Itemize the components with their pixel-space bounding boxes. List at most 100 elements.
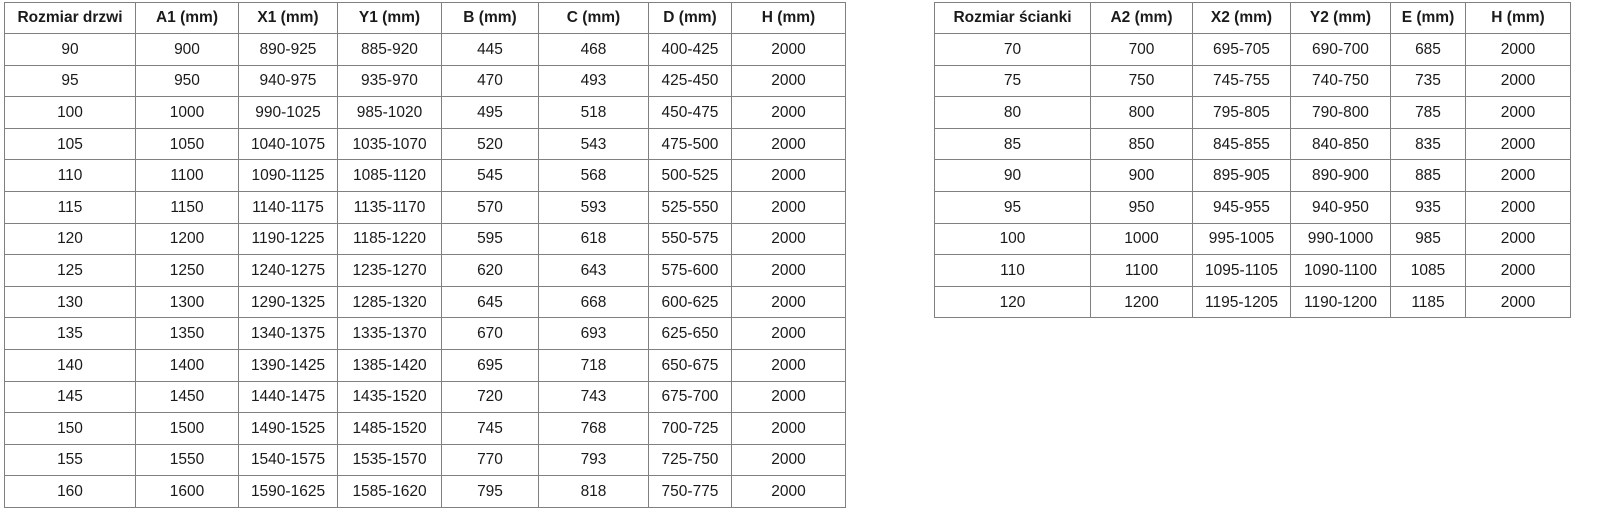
table-cell: 725-750 [648, 443, 732, 477]
column-header-2: X1 (mm) [238, 2, 338, 34]
table-cell: 450-475 [648, 96, 732, 129]
table-cell: 1350 [135, 317, 239, 350]
table-row: 115 1150 1140-1175 1135-1170 570 593 525-550 20… [4, 190, 846, 224]
table-row: 125 1250 1240-1275 1235-1270 620 643 575-600 20… [4, 254, 846, 287]
column-header-4: B (mm) [441, 2, 539, 34]
row-label-cell: 100 [4, 96, 136, 129]
table-cell: 2000 [731, 64, 846, 98]
table-cell: 745 [441, 412, 539, 445]
table-cell: 795 [441, 475, 539, 508]
table-cell: 985 [1390, 222, 1466, 256]
row-label-cell: 120 [934, 285, 1091, 319]
table-cell: 793 [538, 443, 649, 477]
table-row: 110 1100 1095-1105 1090-1100 1085 2000 [934, 254, 1571, 287]
table-cell: 2000 [1465, 64, 1571, 98]
table-cell: 1190-1225 [238, 222, 338, 256]
table-cell: 1140-1175 [238, 190, 338, 224]
table-cell: 1090-1100 [1290, 254, 1391, 287]
table-cell: 2000 [1465, 254, 1571, 287]
table-cell: 545 [441, 159, 539, 192]
table-cell: 1540-1575 [238, 443, 338, 477]
header-row: Rozmiar drzwi A1 (mm) X1 (mm) Y1 (mm) B (mm)… [4, 2, 846, 34]
table-cell: 1085 [1390, 254, 1466, 287]
table-cell: 2000 [731, 412, 846, 445]
table-cell: 890-900 [1290, 159, 1391, 192]
column-header-1: A1 (mm) [135, 2, 239, 34]
table-cell: 740-750 [1290, 64, 1391, 98]
table-cell: 840-850 [1290, 127, 1391, 161]
table-cell: 643 [538, 254, 649, 287]
table-cell: 550-575 [648, 222, 732, 256]
table-cell: 1490-1525 [238, 412, 338, 445]
table-cell: 718 [538, 348, 649, 382]
table-cell: 1135-1170 [337, 190, 442, 224]
column-header-5: H (mm) [1465, 2, 1571, 34]
table-cell: 1235-1270 [337, 254, 442, 287]
table-cell: 2000 [1465, 127, 1571, 161]
table-cell: 1150 [135, 190, 239, 224]
table-row: 120 1200 1190-1225 1185-1220 595 618 550-575 20… [4, 222, 846, 256]
row-label-cell: 95 [4, 64, 136, 98]
table-row: 75 750 745-755 740-750 735 2000 [934, 64, 1571, 98]
table-cell: 770 [441, 443, 539, 477]
table-cell: 1390-1425 [238, 348, 338, 382]
table-cell: 1000 [135, 96, 239, 129]
column-header-0: Rozmiar ścianki [934, 2, 1091, 34]
table-cell: 1440-1475 [238, 380, 338, 414]
table-cell: 1600 [135, 475, 239, 508]
row-label-cell: 155 [4, 443, 136, 477]
table-cell: 570 [441, 190, 539, 224]
table-cell: 2000 [731, 317, 846, 350]
table-cell: 543 [538, 127, 649, 161]
table-cell: 935-970 [337, 64, 442, 98]
table-cell: 1335-1370 [337, 317, 442, 350]
table-cell: 690-700 [1290, 33, 1391, 66]
table-cell: 1435-1520 [337, 380, 442, 414]
row-label-cell: 115 [4, 190, 136, 224]
table-cell: 1100 [135, 159, 239, 192]
table-cell: 795-805 [1192, 96, 1291, 129]
table-cell: 1085-1120 [337, 159, 442, 192]
table-cell: 500-525 [648, 159, 732, 192]
table-cell: 670 [441, 317, 539, 350]
table-cell: 945-955 [1192, 190, 1291, 224]
table-cell: 2000 [731, 475, 846, 508]
table-cell: 1190-1200 [1290, 285, 1391, 319]
table-cell: 1400 [135, 348, 239, 382]
table-cell: 995-1005 [1192, 222, 1291, 256]
table-cell: 695 [441, 348, 539, 382]
table-row: 120 1200 1195-1205 1190-1200 1185 2000 [934, 285, 1571, 319]
table-cell: 700 [1090, 33, 1193, 66]
column-header-3: Y2 (mm) [1290, 2, 1391, 34]
table-cell: 2000 [731, 348, 846, 382]
table-cell: 1195-1205 [1192, 285, 1291, 319]
table-row: 110 1100 1090-1125 1085-1120 545 568 500-525 20… [4, 159, 846, 192]
table-row: 70 700 695-705 690-700 685 2000 [934, 33, 1571, 66]
table-cell: 2000 [1465, 222, 1571, 256]
table-row: 100 1000 995-1005 990-1000 985 2000 [934, 222, 1571, 256]
table-cell: 900 [1090, 159, 1193, 192]
table-cell: 575-600 [648, 254, 732, 287]
table-header: Rozmiar ścianki A2 (mm) X2 (mm) Y2 (mm) E (m… [934, 2, 1571, 34]
row-label-cell: 80 [934, 96, 1091, 129]
table-cell: 885 [1390, 159, 1466, 192]
table-cell: 2000 [731, 159, 846, 192]
table-cell: 693 [538, 317, 649, 350]
table-cell: 2000 [731, 285, 846, 319]
row-label-cell: 105 [4, 127, 136, 161]
table-row: 95 950 940-975 935-970 470 493 425-450 2000 [4, 64, 846, 98]
column-header-1: A2 (mm) [1090, 2, 1193, 34]
table-cell: 790-800 [1290, 96, 1391, 129]
row-label-cell: 90 [4, 33, 136, 66]
table-row: 130 1300 1290-1325 1285-1320 645 668 600-625 20… [4, 285, 846, 319]
table-cell: 1285-1320 [337, 285, 442, 319]
table-cell: 900 [135, 33, 239, 66]
table-cell: 618 [538, 222, 649, 256]
column-header-4: E (mm) [1390, 2, 1466, 34]
table-cell: 695-705 [1192, 33, 1291, 66]
table-row: 150 1500 1490-1525 1485-1520 745 768 700-725 20… [4, 412, 846, 445]
table-cell: 735 [1390, 64, 1466, 98]
table-row: 80 800 795-805 790-800 785 2000 [934, 96, 1571, 129]
table-cell: 493 [538, 64, 649, 98]
table-row: 135 1350 1340-1375 1335-1370 670 693 625-650 20… [4, 317, 846, 350]
